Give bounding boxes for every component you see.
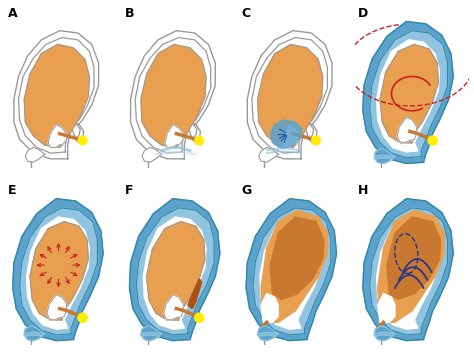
Polygon shape xyxy=(188,279,201,309)
Polygon shape xyxy=(129,199,220,341)
Text: F: F xyxy=(125,184,133,197)
Polygon shape xyxy=(270,217,324,299)
Polygon shape xyxy=(24,326,45,341)
Polygon shape xyxy=(257,44,323,148)
Polygon shape xyxy=(252,37,328,153)
Polygon shape xyxy=(165,125,183,148)
Polygon shape xyxy=(370,208,447,335)
Polygon shape xyxy=(164,295,183,320)
Polygon shape xyxy=(146,222,205,320)
Polygon shape xyxy=(131,31,215,159)
Polygon shape xyxy=(397,118,417,143)
Polygon shape xyxy=(141,326,162,341)
Text: A: A xyxy=(8,7,18,20)
Polygon shape xyxy=(259,148,278,162)
Text: G: G xyxy=(242,184,252,197)
Polygon shape xyxy=(380,44,438,143)
Polygon shape xyxy=(363,199,453,341)
Circle shape xyxy=(311,136,320,145)
Polygon shape xyxy=(18,37,94,153)
Polygon shape xyxy=(141,44,206,148)
Polygon shape xyxy=(378,294,395,322)
Polygon shape xyxy=(387,217,441,299)
Polygon shape xyxy=(246,199,337,341)
Polygon shape xyxy=(48,125,66,148)
Polygon shape xyxy=(282,125,300,148)
Polygon shape xyxy=(374,149,395,163)
Polygon shape xyxy=(25,148,45,162)
Polygon shape xyxy=(260,217,323,329)
Polygon shape xyxy=(253,208,331,335)
Polygon shape xyxy=(257,326,278,341)
Polygon shape xyxy=(135,37,210,153)
Polygon shape xyxy=(261,294,278,322)
Circle shape xyxy=(78,136,87,145)
Polygon shape xyxy=(376,40,439,152)
Circle shape xyxy=(428,136,437,145)
Polygon shape xyxy=(19,208,98,335)
Polygon shape xyxy=(378,210,444,322)
Polygon shape xyxy=(24,44,90,148)
Polygon shape xyxy=(137,208,214,335)
Polygon shape xyxy=(370,31,447,158)
Polygon shape xyxy=(47,295,66,320)
Text: D: D xyxy=(358,7,368,20)
Circle shape xyxy=(195,313,204,322)
Polygon shape xyxy=(363,22,453,163)
Polygon shape xyxy=(142,148,162,162)
Polygon shape xyxy=(270,120,302,149)
Polygon shape xyxy=(247,31,332,159)
Polygon shape xyxy=(13,199,103,341)
Circle shape xyxy=(78,313,87,322)
Text: H: H xyxy=(358,184,369,197)
Circle shape xyxy=(195,136,204,145)
Text: C: C xyxy=(242,7,251,20)
Polygon shape xyxy=(27,217,90,329)
Polygon shape xyxy=(376,217,439,329)
Polygon shape xyxy=(30,222,88,320)
Polygon shape xyxy=(374,326,395,341)
Text: B: B xyxy=(125,7,134,20)
Polygon shape xyxy=(14,31,99,159)
Polygon shape xyxy=(143,217,206,329)
Polygon shape xyxy=(261,210,328,322)
Text: E: E xyxy=(8,184,17,197)
